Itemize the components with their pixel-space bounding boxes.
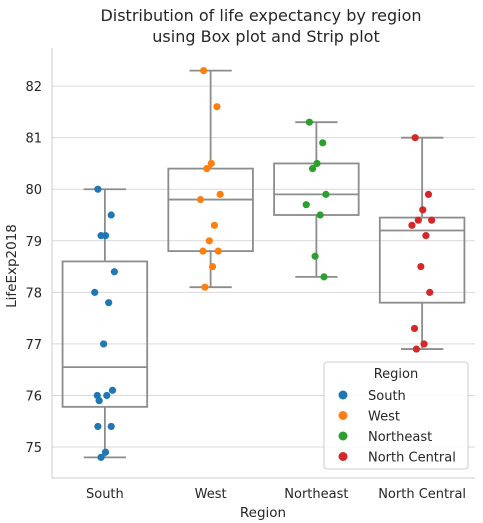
strip-point-northeast [305,118,313,126]
y-tick-label: 80 [25,183,42,198]
strip-point-west [203,165,211,173]
strip-point-south [100,340,108,348]
strip-point-northeast [322,190,330,198]
strip-point-west [213,103,221,111]
strip-point-south [110,268,118,276]
y-tick-label: 82 [25,80,42,95]
legend-label-north-central: North Central [368,451,456,466]
strip-point-north-central [422,232,430,240]
strip-point-south [101,448,110,456]
legend: Region South West Northeast North Central [323,361,469,470]
strip-point-south [105,299,113,307]
strip-point-north-central [414,216,422,224]
strip-point-south [107,422,115,431]
strip-point-south [97,232,105,240]
x-tick-label-west: West [195,487,227,502]
y-tick-label: 78 [25,286,42,301]
strip-point-north-central [419,206,427,214]
strip-point-south [97,453,105,461]
strip-point-west [201,283,209,291]
x-tick-label-south: South [86,487,124,502]
strip-point-north-central [411,134,419,142]
legend-label-south: South [368,389,406,404]
box-north-central [378,216,466,304]
strip-point-north-central [412,345,421,353]
strip-point-north-central [424,190,433,198]
strip-point-north-central [417,262,425,271]
legend-marker-west [338,411,348,420]
strip-point-northeast [320,273,328,281]
strip-point-northeast [313,159,321,168]
legend-frame [323,361,469,470]
strip-point-west [199,247,207,255]
x-axis-label: Region [240,505,286,521]
legend-title: Region [374,367,419,382]
y-tick-label: 75 [25,441,42,456]
strip-point-south [94,422,102,431]
point-layer [91,67,436,461]
y-tick-label: 77 [25,338,42,353]
strip-point-west [208,262,217,271]
y-tick-label: 81 [25,132,42,147]
chart-title-line-1: Distribution of life expectancy by regio… [100,6,421,25]
x-tick-label-northeast: Northeast [284,487,348,502]
strip-point-south [108,386,117,394]
y-tick-label: 79 [25,235,42,250]
strip-point-northeast [319,139,327,147]
x-tick-label-north-central: North Central [378,487,466,502]
strip-point-south [91,288,99,296]
strip-point-northeast [302,201,310,209]
strip-point-northeast [308,165,317,173]
strip-point-west [200,67,208,75]
strip-point-north-central [428,216,436,224]
axis-layer: 75 76 77 78 79 80 81 82 South West Northeast North … [25,48,475,502]
legend-marker-north-central [338,452,348,461]
box-layer [61,69,466,459]
y-axis-label: LifeExp2018 [4,224,20,308]
strip-point-north-central [410,324,419,333]
strip-point-north-central [408,221,416,229]
box-west [167,167,254,253]
strip-point-west [216,190,224,198]
box-south [61,260,149,408]
legend-label-west: West [368,410,400,425]
y-tick-label: 76 [25,389,42,404]
legend-marker-northeast [338,431,348,441]
strip-point-north-central [426,288,434,296]
legend-marker-south [338,390,348,400]
strip-point-northeast [311,252,319,260]
strip-point-west [210,221,219,229]
strip-point-west [214,247,222,255]
strip-point-north-central [420,340,428,348]
strip-point-west [207,159,215,168]
chart-title-line-2: using Box plot and Strip plot [152,27,379,46]
strip-point-south [94,185,102,193]
legend-label-northeast: Northeast [368,430,432,445]
strip-point-west [205,237,213,245]
strip-point-south [95,397,103,405]
strip-point-northeast [316,211,324,219]
strip-point-south [103,391,111,400]
strip-point-south [107,211,115,219]
strip-point-west [196,195,205,204]
